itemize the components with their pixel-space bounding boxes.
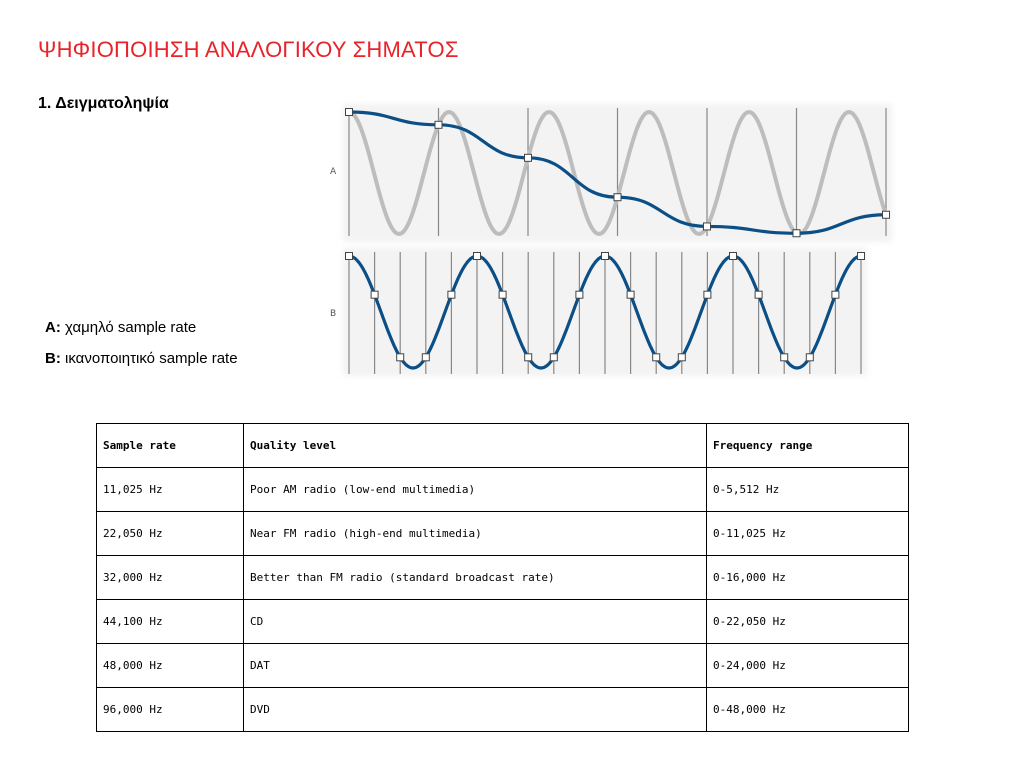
sample-point	[703, 290, 712, 299]
sample-point	[805, 353, 814, 362]
cell-quality-level: Poor AM radio (low-end multimedia)	[243, 467, 707, 512]
sample-point	[601, 252, 609, 260]
header-frequency-range: Frequency range	[706, 423, 909, 468]
sample-point	[575, 290, 584, 299]
sample-point	[780, 353, 789, 362]
header-sample-rate: Sample rate	[96, 423, 244, 468]
sample-point	[447, 290, 456, 299]
legend-key: B:	[45, 350, 61, 367]
legend-item-a: A: χαμηλό sample rate	[45, 319, 196, 336]
sample-rate-table: Sample rate Quality level Frequency rang…	[96, 423, 909, 732]
cell-sample-rate: 48,000 Hz	[96, 643, 244, 688]
sample-point	[703, 222, 711, 231]
table-row: 32,000 Hz Better than FM radio (standard…	[96, 555, 909, 600]
cell-frequency-range: 0-11,025 Hz	[706, 511, 909, 556]
sample-point	[345, 252, 353, 260]
sample-point	[345, 108, 353, 116]
sample-point	[677, 353, 686, 362]
table-header-row: Sample rate Quality level Frequency rang…	[96, 423, 909, 468]
sample-point	[754, 290, 763, 299]
table-row: 48,000 Hz DAT 0-24,000 Hz	[96, 643, 909, 688]
sampling-diagram: A B	[330, 104, 892, 376]
legend-text: ικανοποιητικό sample rate	[65, 350, 238, 367]
sample-point	[792, 229, 801, 238]
cell-frequency-range: 0-5,512 Hz	[706, 467, 909, 512]
sample-point	[421, 353, 430, 362]
legend-item-b: B: ικανοποιητικό sample rate	[45, 350, 238, 367]
cell-quality-level: DVD	[243, 687, 707, 732]
cell-sample-rate: 11,025 Hz	[96, 467, 244, 512]
sample-point	[549, 353, 558, 362]
cell-sample-rate: 32,000 Hz	[96, 555, 244, 600]
legend-text: χαμηλό sample rate	[65, 319, 197, 336]
sample-point	[626, 290, 635, 299]
legend-key: A:	[45, 319, 61, 336]
slide-title: ΨΗΦΙΟΠΟΙΗΣΗ ΑΝΑΛΟΓΙΚΟΥ ΣΗΜΑΤΟΣ	[38, 37, 459, 62]
sample-point	[831, 290, 840, 299]
sample-point	[434, 120, 443, 129]
cell-frequency-range: 0-48,000 Hz	[706, 687, 909, 732]
sample-point	[857, 252, 865, 260]
sample-point	[524, 353, 533, 362]
high-sample-rate-plot	[343, 248, 867, 376]
table-row: 22,050 Hz Near FM radio (high-end multim…	[96, 511, 909, 556]
table-row: 44,100 Hz CD 0-22,050 Hz	[96, 599, 909, 644]
cell-sample-rate: 96,000 Hz	[96, 687, 244, 732]
sample-point	[498, 290, 507, 299]
sample-point	[882, 210, 890, 219]
row-a-label: A	[330, 167, 337, 177]
sample-point	[396, 353, 405, 362]
cell-quality-level: DAT	[243, 643, 707, 688]
sample-point	[473, 252, 481, 260]
section-heading: 1. Δειγματοληψία	[38, 95, 169, 112]
sample-point	[613, 193, 622, 202]
cell-quality-level: Better than FM radio (standard broadcast…	[243, 555, 707, 600]
sample-point	[524, 153, 532, 162]
cell-quality-level: CD	[243, 599, 707, 644]
cell-sample-rate: 22,050 Hz	[96, 511, 244, 556]
table-row: 11,025 Hz Poor AM radio (low-end multime…	[96, 467, 909, 512]
low-sample-rate-plot	[343, 104, 892, 242]
cell-quality-level: Near FM radio (high-end multimedia)	[243, 511, 707, 556]
cell-frequency-range: 0-24,000 Hz	[706, 643, 909, 688]
cell-sample-rate: 44,100 Hz	[96, 599, 244, 644]
sample-point	[652, 353, 661, 362]
row-b-label: B	[330, 309, 336, 319]
sample-point	[729, 252, 737, 260]
cell-frequency-range: 0-16,000 Hz	[706, 555, 909, 600]
sample-point	[370, 290, 379, 299]
table-row: 96,000 Hz DVD 0-48,000 Hz	[96, 687, 909, 732]
header-quality-level: Quality level	[243, 423, 707, 468]
cell-frequency-range: 0-22,050 Hz	[706, 599, 909, 644]
